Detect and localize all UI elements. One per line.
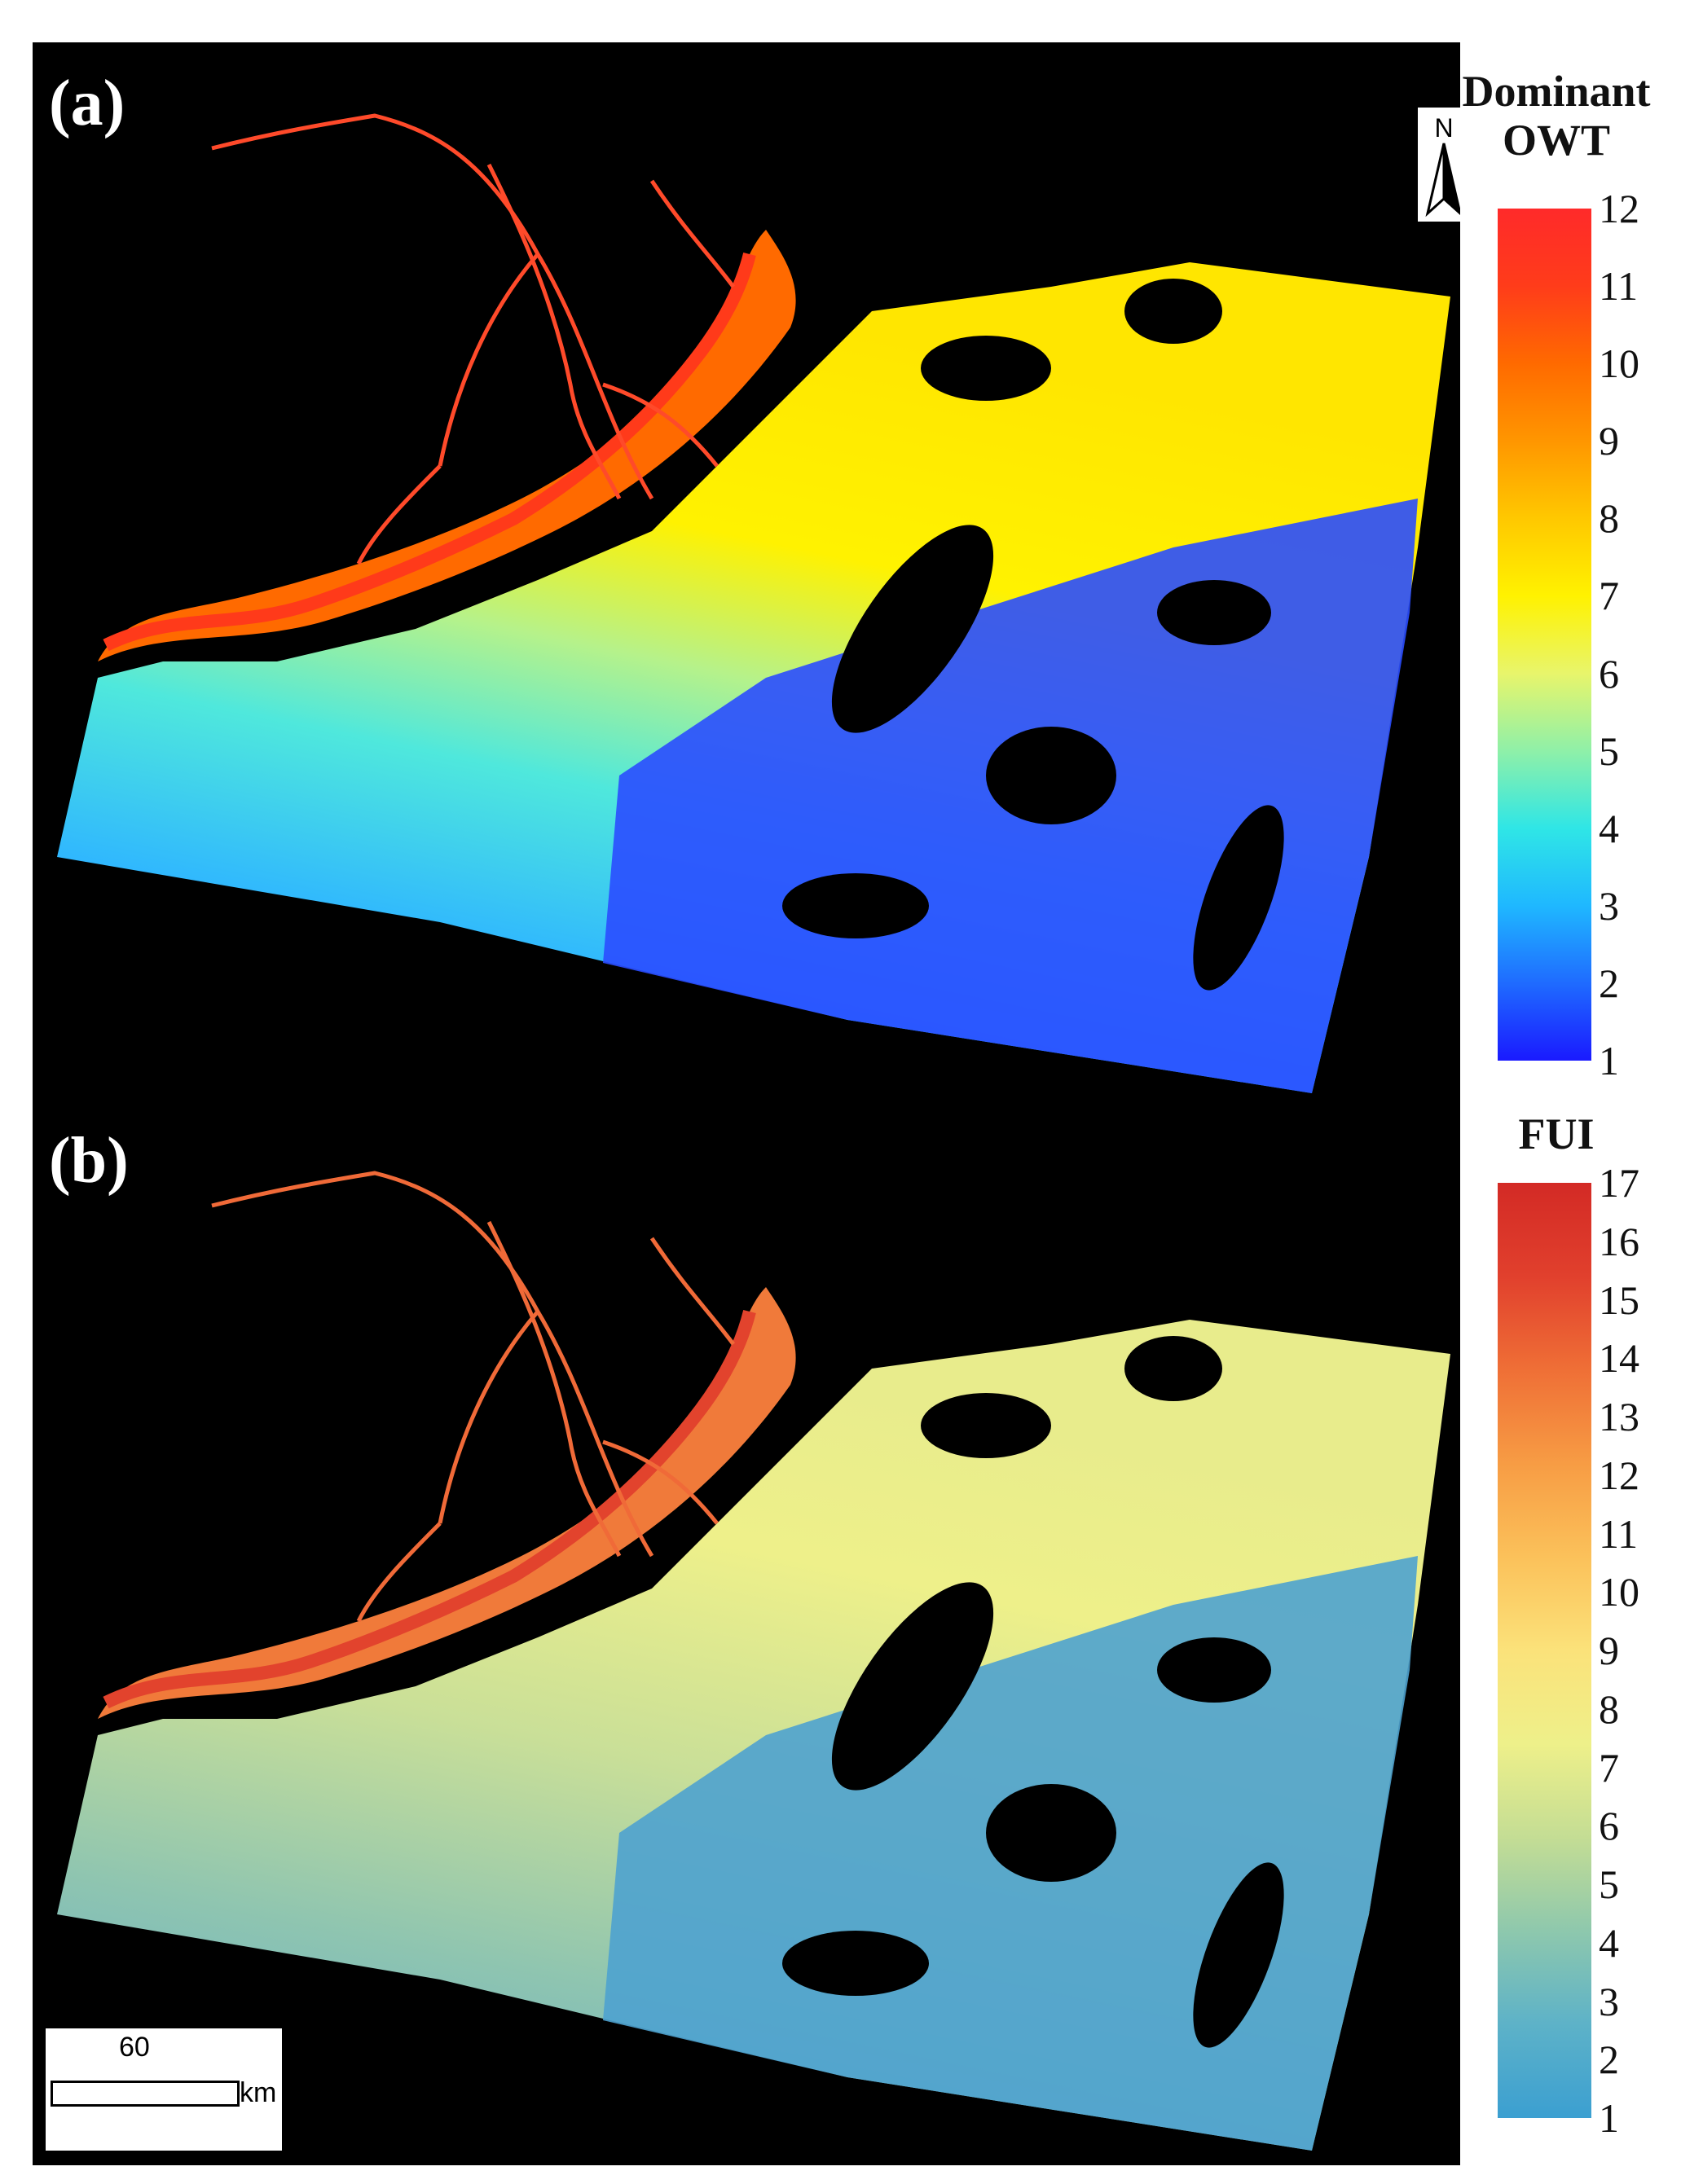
colorbar-tick-label: 15 xyxy=(1599,1277,1639,1323)
colorbar-tick-label: 2 xyxy=(1599,2037,1619,2083)
colorbar-tick-label: 11 xyxy=(1599,263,1639,310)
colorbar-tick-label: 7 xyxy=(1599,573,1619,619)
legend-title-owt: Dominant OWT xyxy=(1459,67,1654,165)
colorbar-tick-label: 8 xyxy=(1599,1685,1619,1732)
fui-map-image xyxy=(57,1171,1450,2151)
panel-label-a: (a) xyxy=(49,68,125,139)
north-arrow-icon: N xyxy=(1418,108,1460,222)
cloud-mask-patches xyxy=(782,279,1284,991)
north-label: N xyxy=(1434,113,1453,143)
colorbar-tick-label: 13 xyxy=(1599,1394,1639,1439)
colorbar-tick-label: 10 xyxy=(1599,341,1639,387)
legend-title-fui: FUI xyxy=(1518,1110,1595,1158)
colorbar-tick-label: 7 xyxy=(1599,1744,1619,1791)
colorbar-tick-label: 2 xyxy=(1599,960,1619,1006)
scale-bar: 60 km xyxy=(46,2028,282,2151)
turbid-coastal-band xyxy=(98,1287,796,1719)
turbid-coastal-band xyxy=(98,230,796,661)
colorbar-tick-label: 14 xyxy=(1599,1335,1639,1382)
colorbar-tick-label: 8 xyxy=(1599,495,1619,542)
colorbar-tick-label: 12 xyxy=(1599,186,1639,231)
colorbar-tick-label: 3 xyxy=(1599,882,1619,929)
colorbar-tick-label: 17 xyxy=(1599,1160,1639,1206)
scale-bar-value: 60 xyxy=(119,2032,150,2063)
colorbar-tick-label: 10 xyxy=(1599,1569,1639,1615)
scale-bar-unit: km xyxy=(240,2077,277,2108)
fui-colorbar xyxy=(1498,1183,1591,2118)
colorbar-tick-label: 4 xyxy=(1599,805,1619,851)
legend-title-owt-line2: OWT xyxy=(1502,116,1611,165)
colorbar-tick-label: 1 xyxy=(1599,2095,1619,2141)
colorbar-tick-label: 12 xyxy=(1599,1452,1639,1498)
colorbar-tick-label: 4 xyxy=(1599,1919,1619,1966)
colorbar-tick-label: 3 xyxy=(1599,1978,1619,2024)
panel-a-owt-map: (a) N xyxy=(33,42,1460,1108)
colorbar-tick-label: 9 xyxy=(1599,418,1619,464)
river-network xyxy=(211,1171,735,1623)
owt-map-image xyxy=(57,113,1450,1093)
colorbar-tick-label: 9 xyxy=(1599,1628,1619,1673)
river-network xyxy=(211,113,735,565)
colorbar-tick-label: 6 xyxy=(1599,1803,1619,1849)
colorbar-tick-label: 11 xyxy=(1599,1510,1639,1557)
nearshore-high-fui xyxy=(103,1310,756,1709)
colorbar-tick-label: 6 xyxy=(1599,650,1619,697)
colorbar-tick-label: 5 xyxy=(1599,727,1619,774)
panel-b-fui-map: (b) 60 km xyxy=(33,1108,1460,2165)
colorbar-tick-label: 16 xyxy=(1599,1218,1639,1264)
panel-label-b: (b) xyxy=(49,1125,129,1197)
scale-bar-rule xyxy=(51,2081,240,2107)
cloud-mask-patches xyxy=(782,1336,1284,2048)
colorbar-tick-label: 5 xyxy=(1599,1861,1619,1907)
colorbar-tick-label: 1 xyxy=(1599,1038,1619,1083)
legend-title-owt-line1: Dominant xyxy=(1462,67,1651,116)
nearshore-high-owt xyxy=(103,253,756,652)
owt-colorbar xyxy=(1498,209,1591,1061)
